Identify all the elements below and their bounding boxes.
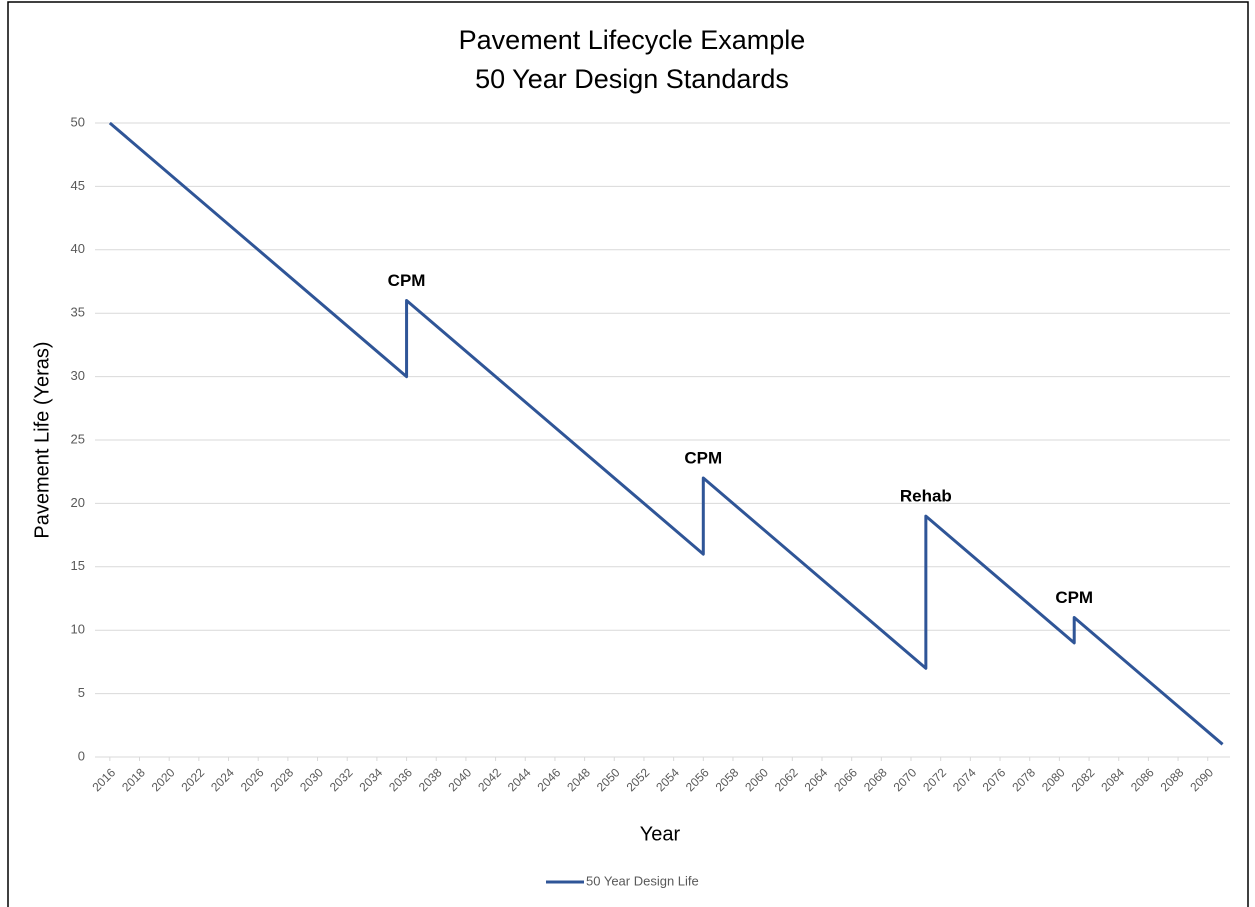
- data-line: [108, 121, 1224, 746]
- annotation: CPM: [684, 449, 722, 468]
- x-axis-label: Year: [640, 823, 681, 845]
- y-tick-label: 25: [71, 431, 85, 446]
- y-tick-label: 40: [71, 241, 85, 256]
- annotation: CPM: [1055, 588, 1093, 607]
- y-tick-label: 45: [71, 178, 85, 193]
- y-tick-label: 50: [71, 114, 85, 129]
- y-tick-label: 20: [71, 495, 85, 510]
- chart-frame: [7, 1, 1249, 907]
- annotation: CPM: [388, 271, 426, 290]
- y-tick-label: 30: [71, 368, 85, 383]
- y-tick-label: 35: [71, 305, 85, 320]
- chart-title: Pavement Lifecycle Example: [459, 25, 806, 55]
- y-tick-label: 10: [71, 622, 85, 637]
- legend-label: 50 Year Design Life: [586, 873, 699, 888]
- chart-subtitle: 50 Year Design Standards: [475, 64, 789, 94]
- y-axis-label: Pavement Life (Yeras): [31, 341, 53, 538]
- y-tick-label: 0: [78, 748, 85, 763]
- annotation: Rehab: [900, 487, 952, 506]
- y-tick-label: 15: [71, 558, 85, 573]
- y-tick-label: 5: [78, 685, 85, 700]
